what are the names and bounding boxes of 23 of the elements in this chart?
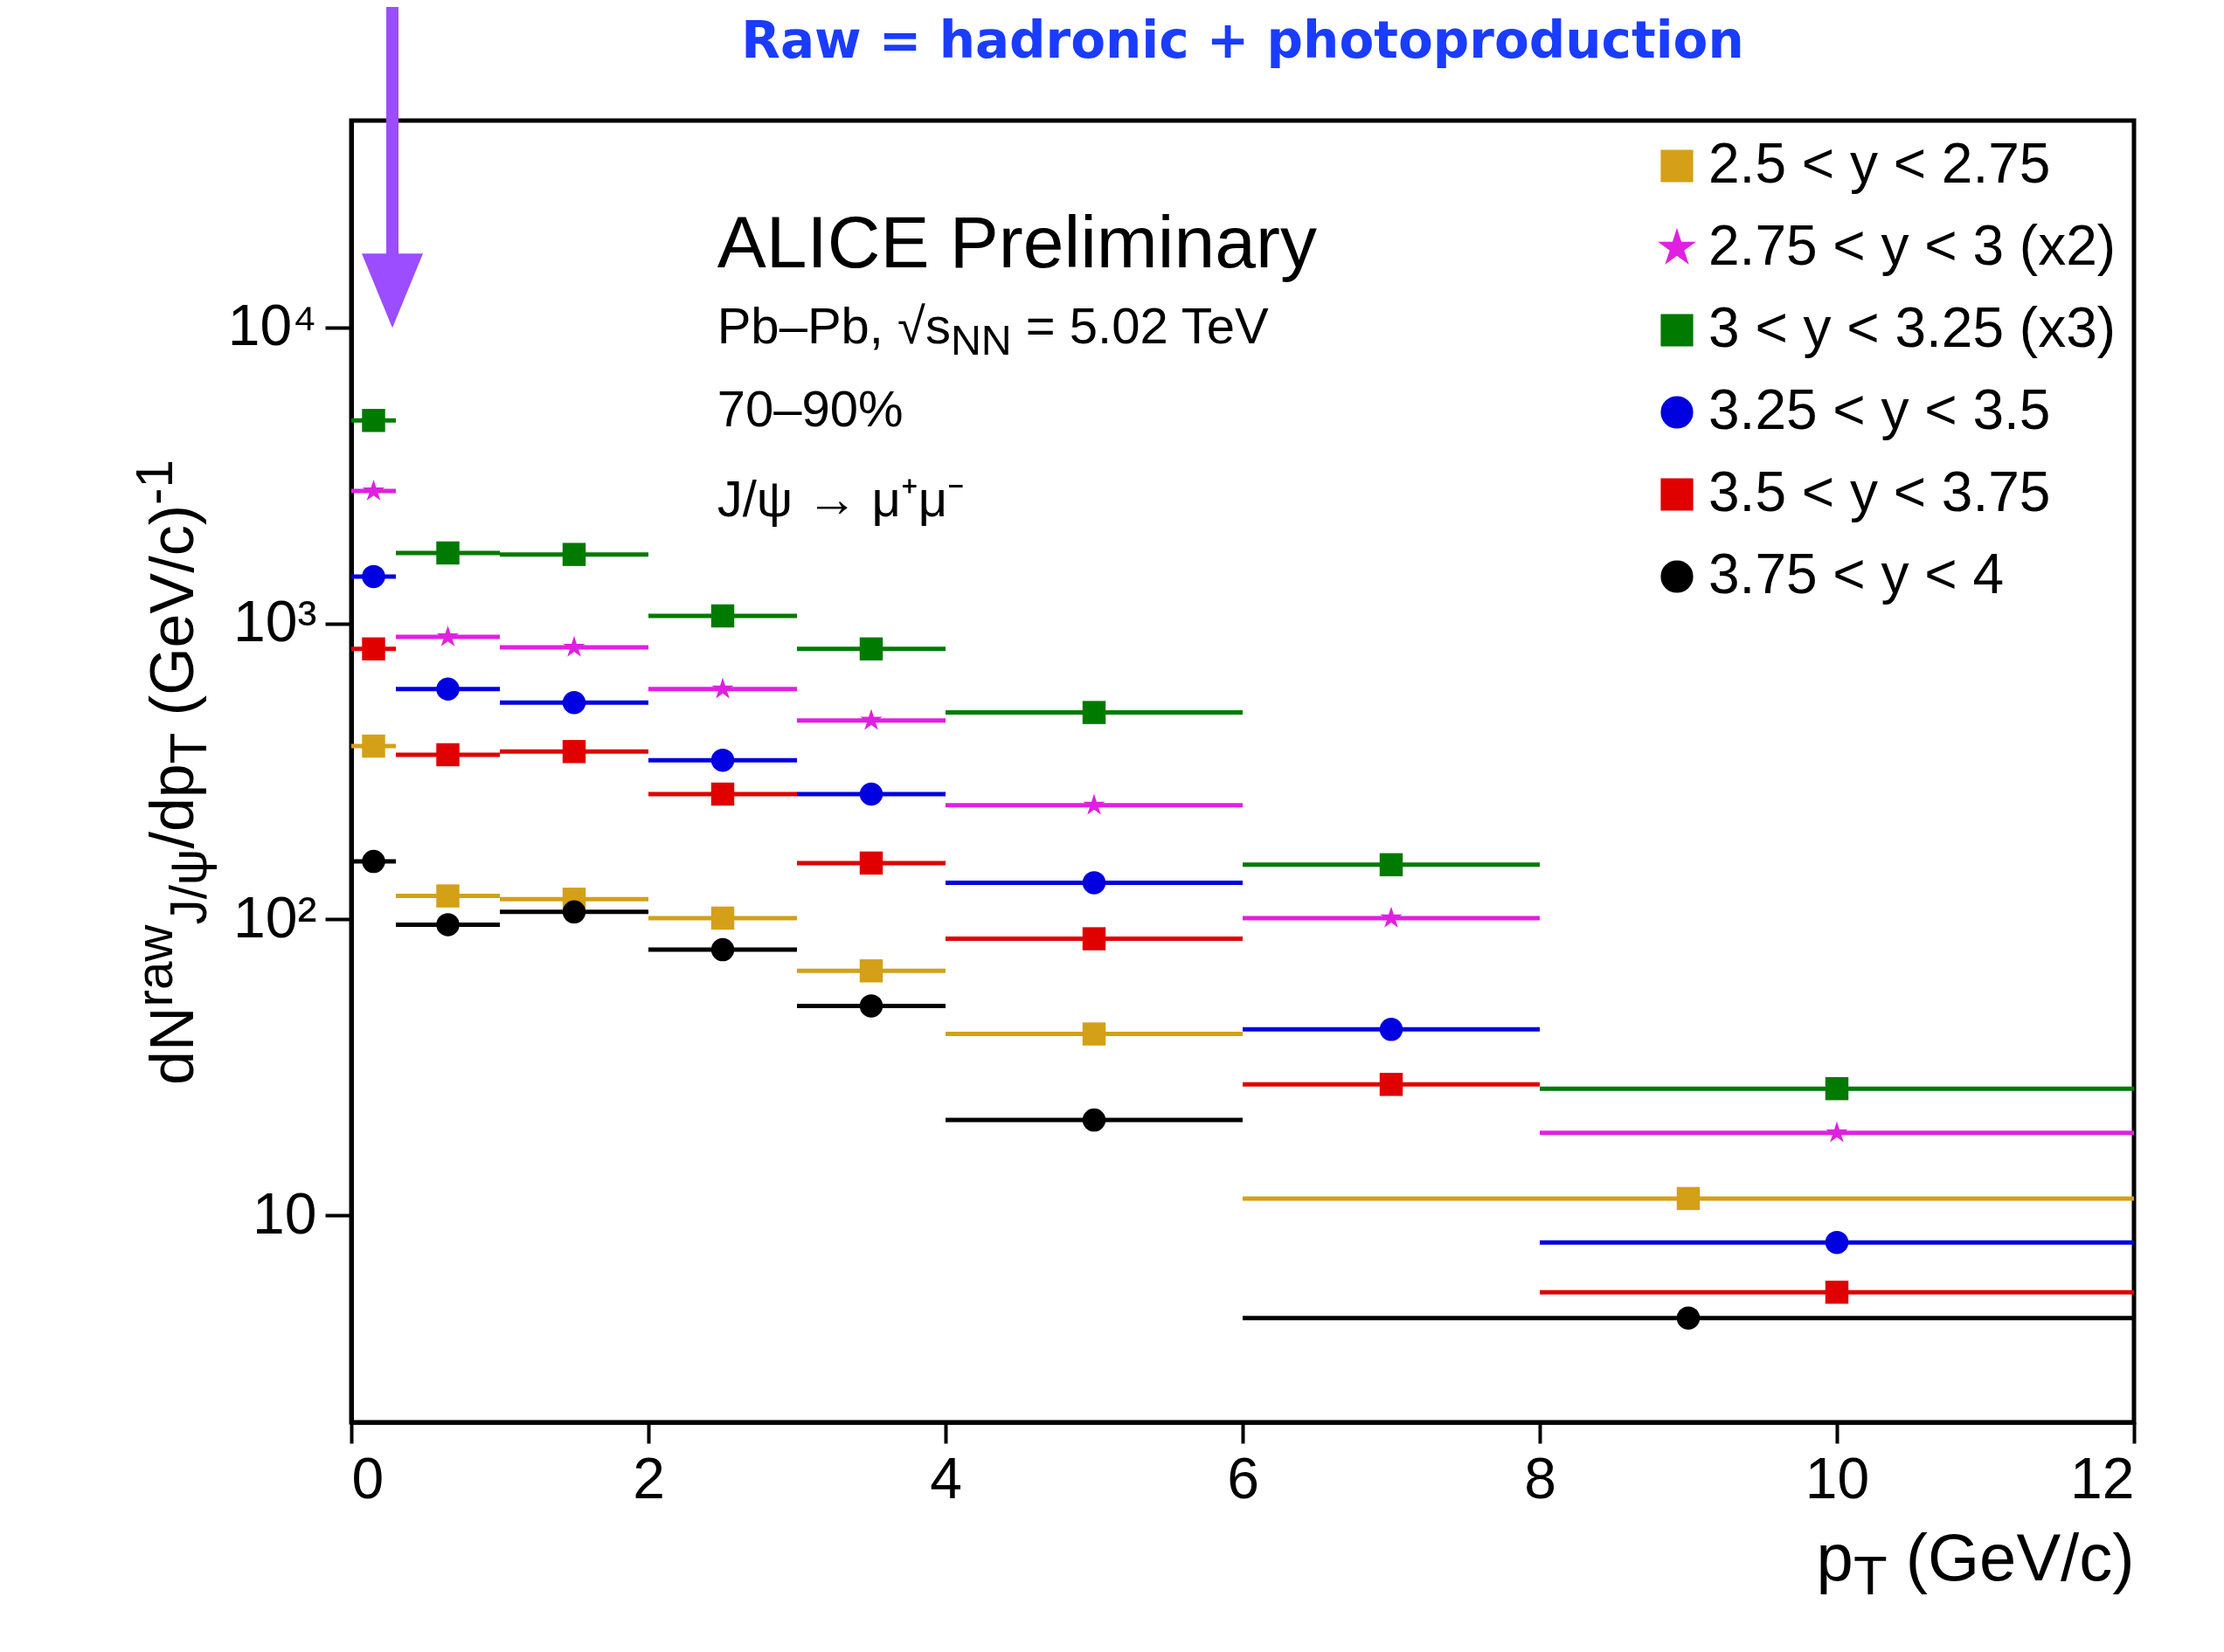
legend-label: 3.25 < y < 3.5 xyxy=(1708,378,2051,441)
x-tick-label: 10 xyxy=(1805,1445,1870,1510)
x-tick-label: 6 xyxy=(1227,1445,1259,1510)
annotation: 70–90% xyxy=(717,378,904,438)
annotation: ALICE Preliminary xyxy=(717,199,1317,285)
x-axis-title: p$_{T}$ (GeV/c) xyxy=(1816,1518,2135,1607)
x-tick-label: 12 xyxy=(2070,1445,2135,1510)
annotation: J/ψ → μ⁺μ⁻ xyxy=(717,468,966,529)
legend-label: 3.5 < y < 3.75 xyxy=(1708,460,2051,523)
chart-title: Raw = hadronic + photoproduction xyxy=(741,10,1744,70)
y-tick-label: 10⁴ xyxy=(227,293,317,358)
y-tick-label: 10² xyxy=(233,884,317,950)
annotation: Pb–Pb, √s$_{NN}$ = 5.02 TeV xyxy=(717,295,1269,364)
y-tick-label: 10³ xyxy=(233,589,317,654)
legend-label: 3 < y < 3.25 (x3) xyxy=(1708,296,2117,359)
legend-label: 2.75 < y < 3 (x2) xyxy=(1708,214,2117,277)
x-tick-label: 4 xyxy=(930,1445,962,1510)
y-tick-label: 10 xyxy=(253,1180,317,1246)
x-tick-label: 0 xyxy=(351,1445,385,1510)
legend-label: 3.75 < y < 4 xyxy=(1708,543,2005,605)
x-tick-label: 2 xyxy=(633,1445,665,1510)
x-tick-label: 8 xyxy=(1524,1445,1556,1510)
legend-label: 2.5 < y < 2.75 xyxy=(1708,132,2051,195)
